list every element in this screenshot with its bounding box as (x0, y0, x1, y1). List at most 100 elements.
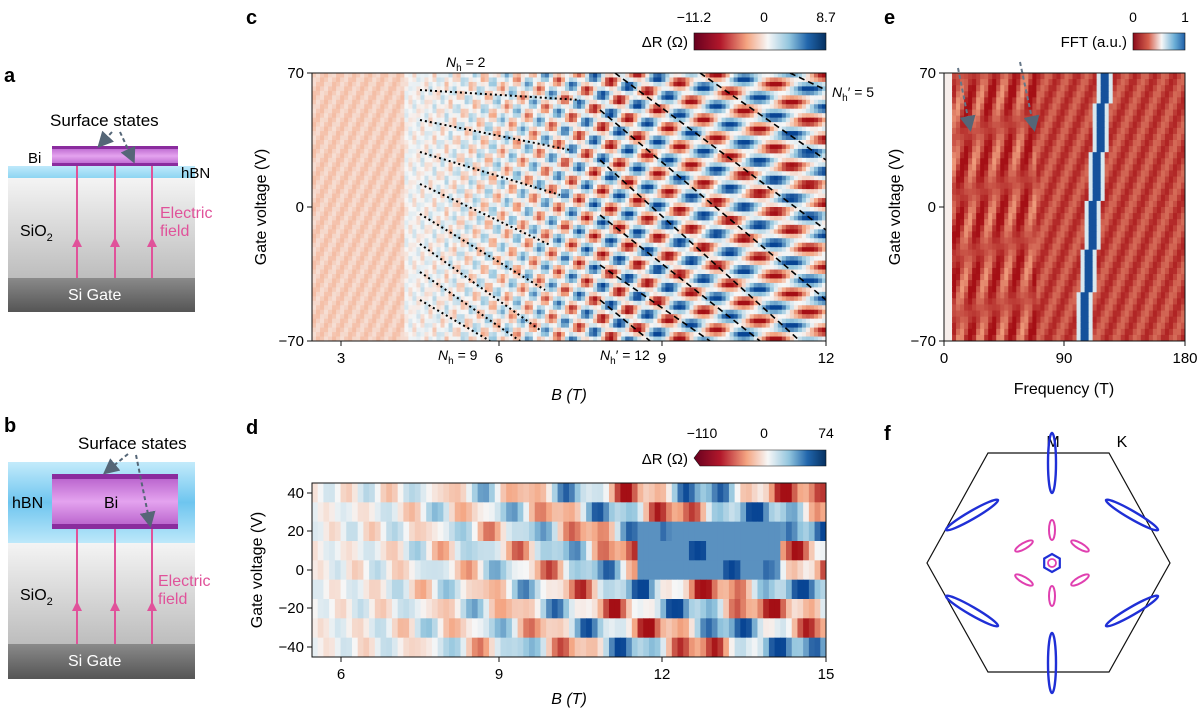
heatmap-cell-c (673, 81, 679, 87)
heatmap-cell-c (697, 166, 703, 172)
heatmap-cell-c (593, 171, 598, 177)
heatmap-cell-c (332, 135, 337, 141)
heatmap-cell-c (597, 86, 602, 92)
heatmap-cell-c (348, 86, 353, 92)
heatmap-cell-c (777, 189, 783, 195)
heatmap-cell-c (677, 153, 683, 159)
heatmap-cell-c (468, 184, 474, 190)
heatmap-cell-c (528, 198, 534, 204)
heatmap-cell-c (544, 77, 550, 83)
heatmap-cell-c (452, 224, 458, 230)
heatmap-cell-c (673, 108, 679, 114)
heatmap-cell-c (733, 117, 739, 123)
heatmap-cell-c (444, 73, 450, 79)
heatmap-cell-c (633, 166, 638, 172)
heatmap-cell-c (460, 81, 466, 87)
heatmap-cell-c (376, 144, 381, 150)
heatmap-cell-c (661, 202, 666, 208)
heatmap-cell-c (408, 73, 413, 79)
heatmap-cell-c (416, 220, 422, 226)
heatmap-cell-c (560, 122, 566, 128)
heatmap-cell-c (552, 126, 558, 132)
heatmap-cell-c (781, 171, 787, 177)
heatmap-cell-c (464, 144, 470, 150)
heatmap-cell-c (420, 220, 426, 226)
heatmap-cell-c (737, 229, 743, 235)
heatmap-cell-c (428, 180, 434, 186)
heatmap-cell-c (745, 108, 751, 114)
heatmap-cell-c (352, 157, 357, 163)
heatmap-cell-c (400, 95, 405, 101)
heatmap-cell-c (693, 81, 699, 87)
heatmap-cell-c (801, 113, 807, 119)
heatmap-cell-c (773, 148, 779, 154)
heatmap-cell-c (332, 90, 337, 96)
heatmap-cell-c (765, 77, 771, 83)
heatmap-cell-c (593, 166, 598, 172)
heatmap-cell-c (625, 135, 630, 141)
heatmap-cell-c (324, 131, 329, 137)
heatmap-cell-c (396, 104, 401, 110)
heatmap-cell-c (741, 73, 747, 79)
heatmap-cell-c (348, 184, 353, 190)
heatmap-cell-c (328, 153, 333, 159)
heatmap-cell-c (404, 73, 409, 79)
heatmap-cell-c (785, 153, 791, 159)
heatmap-cell-c (548, 113, 554, 119)
heatmap-cell-c (352, 108, 357, 114)
heatmap-cell-c (689, 189, 695, 195)
heatmap-cell-c (573, 122, 578, 128)
heatmap-cell-c (793, 99, 799, 105)
heatmap-cell-c (352, 90, 357, 96)
heatmap-cell-c (689, 95, 695, 101)
heatmap-cell-c (729, 117, 735, 123)
heatmap-cell-c (436, 207, 442, 213)
heatmap-cell-c (312, 135, 317, 141)
heatmap-cell-c (524, 180, 530, 186)
heatmap-cell-c (713, 117, 719, 123)
heatmap-cell-c (448, 180, 454, 186)
heatmap-cell-c (384, 202, 389, 208)
heatmap-cell-c (685, 171, 691, 177)
heatmap-cell-c (524, 207, 530, 213)
heatmap-cell-c (560, 180, 566, 186)
heatmap-cell-c (581, 122, 586, 128)
heatmap-cell-c (424, 229, 430, 235)
heatmap-cell-c (480, 157, 486, 163)
heatmap-cell-c (444, 193, 450, 199)
heatmap-cell-c (649, 175, 654, 181)
heatmap-cell-c (821, 73, 826, 79)
heatmap-cell-c (548, 238, 554, 244)
heatmap-cell-c (617, 86, 622, 92)
heatmap-cell-c (577, 126, 582, 132)
heatmap-cell-c (609, 148, 614, 154)
heatmap-cell-c (532, 140, 538, 146)
heatmap-cell-c (761, 144, 767, 150)
heatmap-cell-c (757, 90, 763, 96)
heatmap-cell-c (436, 81, 442, 87)
heatmap-cell-c (801, 193, 807, 199)
heatmap-cell-c (376, 215, 381, 221)
heatmap-cell-c (809, 113, 815, 119)
heatmap-cell-c (573, 198, 578, 204)
heatmap-cell-c (552, 193, 558, 199)
heatmap-cell-c (416, 211, 422, 217)
heatmap-cell-c (661, 126, 666, 132)
heatmap-cell-c (556, 162, 562, 168)
heatmap-cell-c (548, 242, 554, 248)
heatmap-cell-c (769, 77, 775, 83)
heatmap-cell-c (460, 229, 466, 235)
heatmap-cell-c (701, 184, 707, 190)
heatmap-cell-c (492, 148, 498, 154)
heatmap-cell-c (777, 122, 783, 128)
heatmap-cell-c (613, 131, 618, 137)
heatmap-cell-c (316, 157, 321, 163)
heatmap-cell-c (428, 189, 434, 195)
heatmap-cell-c (685, 73, 691, 79)
heatmap-cell-c (673, 184, 679, 190)
heatmap-cell-c (496, 108, 502, 114)
heatmap-cell-c (492, 99, 498, 105)
heatmap-cell-c (673, 162, 679, 168)
heatmap-cell-c (817, 148, 823, 154)
heatmap-cell-c (653, 81, 658, 87)
